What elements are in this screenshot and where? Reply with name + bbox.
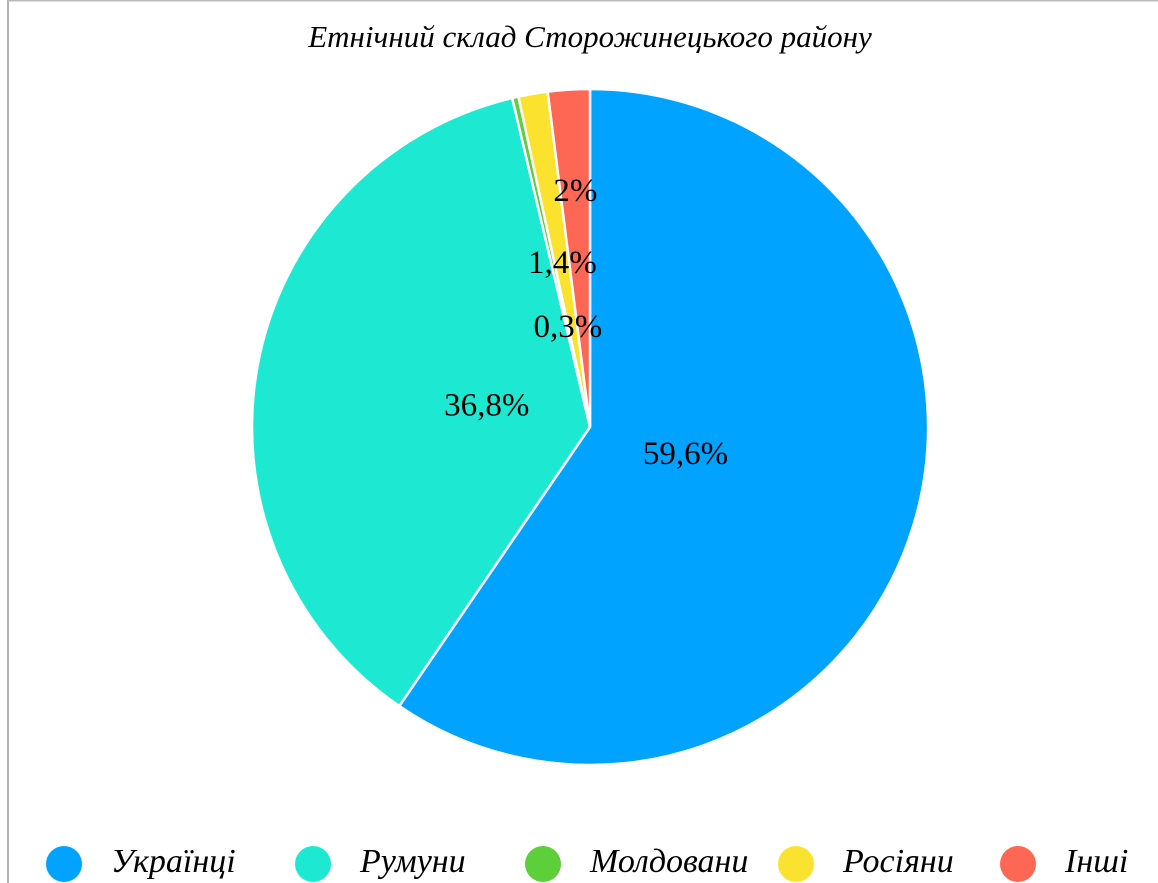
legend-label: Росіяни: [842, 843, 954, 880]
data-label: 1,4%: [528, 245, 597, 281]
legend-swatch: [1000, 846, 1036, 882]
data-label: 59,6%: [643, 436, 728, 472]
legend-swatch: [295, 846, 331, 882]
pie-slice: [397, 87, 930, 767]
legend-swatch: [525, 846, 561, 882]
legend-swatch: [46, 846, 82, 882]
legend-label: Українці: [111, 843, 236, 880]
data-label: 0,3%: [534, 309, 603, 345]
legend-label: Молдовани: [589, 843, 748, 880]
data-label: 2%: [553, 173, 597, 209]
legend-label: Інші: [1064, 843, 1128, 880]
pie-slice: [546, 87, 592, 428]
pie-slice: [250, 96, 592, 708]
legend-label: Румуни: [359, 843, 466, 880]
legend-swatch: [778, 846, 814, 882]
chart-title: Етнічний склад Сторожинецького району: [307, 19, 872, 54]
data-label: 36,8%: [444, 387, 529, 423]
